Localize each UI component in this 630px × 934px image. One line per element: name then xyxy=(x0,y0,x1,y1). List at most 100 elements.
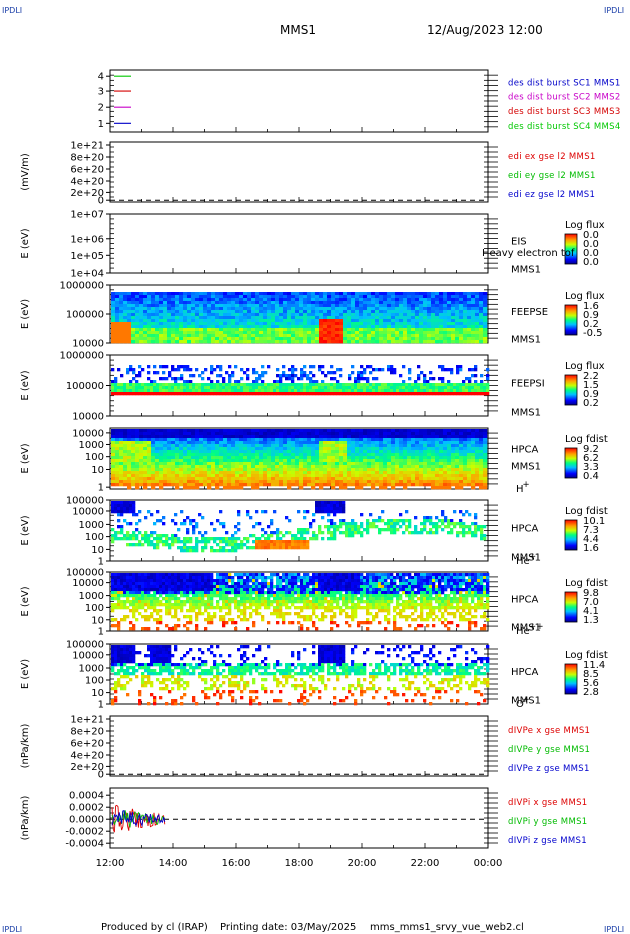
p4-cell xyxy=(131,298,136,302)
p4-cell xyxy=(367,328,372,332)
p6-cell xyxy=(339,456,344,460)
p5-cell xyxy=(129,365,133,369)
p4-cell xyxy=(235,319,240,323)
p6-cell xyxy=(163,453,168,457)
p6-cell xyxy=(315,441,320,445)
p4-cell xyxy=(403,316,408,320)
p6-cell xyxy=(315,456,320,460)
p7-cell xyxy=(111,534,115,538)
p4-cell xyxy=(435,292,440,296)
p4-cell xyxy=(387,304,392,308)
p5-cell xyxy=(414,392,418,396)
p6-cell xyxy=(323,450,328,454)
p6-cell xyxy=(471,459,476,463)
p5-cell xyxy=(282,383,286,387)
p4-cell xyxy=(191,328,196,332)
p4-cell xyxy=(219,331,224,335)
p6-cell xyxy=(215,435,220,439)
p5-cell xyxy=(441,380,445,384)
p6-cell xyxy=(339,432,344,436)
p6-cell xyxy=(287,471,292,475)
p5-cell xyxy=(387,392,391,396)
p6-cell xyxy=(467,447,472,451)
p4-cell xyxy=(291,316,296,320)
p6-cell xyxy=(323,456,328,460)
p6-cell xyxy=(255,450,260,454)
p6-cell xyxy=(467,456,472,460)
p7-cell xyxy=(153,546,157,550)
p4-cell xyxy=(431,295,436,299)
p6-cell xyxy=(219,465,224,469)
p5-cell xyxy=(372,389,376,393)
p4-cell xyxy=(195,325,200,329)
p7-cell xyxy=(276,546,280,550)
p4-cell xyxy=(223,310,228,314)
p6-cell xyxy=(135,477,140,481)
p4-cell xyxy=(311,334,316,338)
p4-cell xyxy=(119,322,124,326)
p6-cell xyxy=(119,432,124,436)
p6-cell xyxy=(267,453,272,457)
p6-cell xyxy=(359,465,364,469)
p5-cell xyxy=(321,365,325,369)
p5-cell xyxy=(186,368,190,372)
p6-cell xyxy=(343,435,348,439)
p5-cell xyxy=(318,368,322,372)
p4-cell xyxy=(427,310,432,314)
p5-cell xyxy=(171,386,175,390)
p6-cell xyxy=(167,456,172,460)
p5-cell xyxy=(294,374,298,378)
p4-cell xyxy=(395,316,400,320)
p6-cell xyxy=(135,447,140,451)
p5-cell xyxy=(213,392,217,396)
p4-cell xyxy=(251,295,256,299)
p6-cell xyxy=(379,444,384,448)
p4-cell xyxy=(455,298,460,302)
p7-cell xyxy=(264,543,268,547)
p5-cell xyxy=(153,392,157,396)
p7-cell xyxy=(183,537,187,541)
p7-cell xyxy=(213,540,217,544)
p4-cell xyxy=(427,331,432,335)
p6-cell xyxy=(443,465,448,469)
p5-cell xyxy=(276,392,280,396)
p6-cell xyxy=(335,474,340,478)
p6-cell xyxy=(295,474,300,478)
p6-cell xyxy=(199,483,204,487)
p5-cell xyxy=(399,389,403,393)
p6-cell xyxy=(227,471,232,475)
p6-cell xyxy=(111,474,116,478)
p7-cell xyxy=(267,546,271,550)
p6-cell xyxy=(483,471,488,475)
p4-cell xyxy=(295,304,300,308)
p6-cell xyxy=(299,459,304,463)
p6-cell xyxy=(223,456,228,460)
p6-cell xyxy=(443,456,448,460)
p5-cell xyxy=(279,389,283,393)
p7-cell xyxy=(285,543,289,547)
p7-cell xyxy=(153,537,157,541)
p6-cell xyxy=(207,429,212,433)
p5-cell xyxy=(348,386,352,390)
p6-cell xyxy=(127,435,132,439)
p4-cell xyxy=(347,301,352,305)
p6-cell xyxy=(447,450,452,454)
p4-cell xyxy=(267,325,272,329)
p7-cell xyxy=(135,534,139,538)
p6-cell xyxy=(347,438,352,442)
p4-cell xyxy=(247,292,252,296)
p6-cell xyxy=(235,453,240,457)
p4-cell xyxy=(247,325,252,329)
p6-cell xyxy=(147,435,152,439)
p4-cell xyxy=(191,298,196,302)
p5-cell xyxy=(471,368,475,372)
p6-cell xyxy=(483,441,488,445)
p4-cell xyxy=(263,307,268,311)
p6-cell xyxy=(275,459,280,463)
p5-cell xyxy=(258,374,262,378)
p4-cell xyxy=(167,301,172,305)
p5-cell xyxy=(405,392,409,396)
p4-cell xyxy=(371,316,376,320)
p6-cell xyxy=(371,483,376,487)
p6-cell xyxy=(399,462,404,466)
